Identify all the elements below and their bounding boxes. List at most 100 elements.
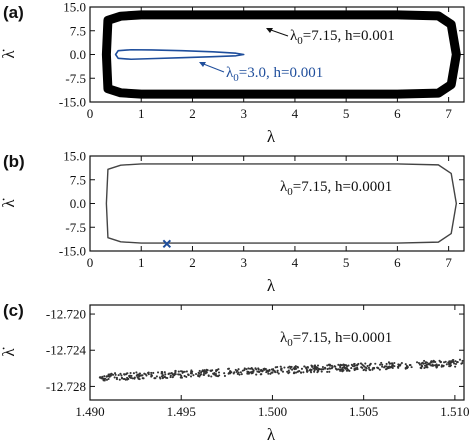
scatter-point: [337, 363, 340, 366]
scatter-point: [392, 364, 395, 367]
orbit-3-0: [114, 48, 245, 61]
y-tick-label: -15.0: [59, 95, 86, 110]
scatter-point: [207, 374, 210, 377]
scatter-point: [103, 379, 106, 382]
scatter-point: [144, 373, 147, 376]
scatter-point: [339, 363, 342, 366]
scatter-point: [299, 371, 302, 374]
scatter-point: [341, 369, 345, 372]
scatter-point: [131, 377, 134, 380]
scatter-point: [435, 365, 439, 369]
scatter-point: [167, 372, 170, 375]
scatter-point: [353, 364, 357, 367]
scatter-point: [310, 368, 313, 371]
scatter-point: [454, 360, 457, 363]
scatter-point: [121, 377, 124, 380]
scatter-point: [155, 375, 158, 378]
scatter-point: [189, 375, 193, 378]
x-tick-label: 2: [189, 255, 196, 270]
scatter-point: [292, 367, 295, 370]
x-axis-label: λ: [267, 276, 276, 295]
scatter-point: [357, 362, 360, 365]
scatter-point: [373, 366, 376, 370]
scatter-point: [215, 374, 218, 378]
panel-label: (b): [3, 152, 25, 171]
scatter-point: [173, 372, 176, 375]
scatter-point: [293, 371, 296, 374]
scatter-point: [425, 363, 428, 366]
scatter-point: [206, 369, 209, 372]
scatter-point: [456, 361, 459, 364]
scatter-point: [350, 363, 353, 366]
scatter-point: [232, 372, 235, 375]
scatter-point: [163, 371, 166, 374]
y-tick-label: -12.728: [46, 379, 86, 394]
scatter-point: [141, 377, 144, 380]
plot-area: [101, 10, 461, 99]
scatter-point: [239, 371, 242, 374]
y-tick-label: 7.5: [70, 23, 86, 38]
scatter-point: [132, 372, 135, 375]
scatter-point: [163, 375, 166, 378]
scatter-point: [451, 360, 454, 363]
scatter-point: [417, 361, 421, 365]
scatter-point: [150, 375, 153, 378]
arrowhead: [266, 28, 273, 33]
scatter-point: [356, 366, 359, 369]
y-tick-label: 0.0: [70, 47, 86, 62]
scatter-point: [243, 367, 246, 370]
x-tick-label: 7: [445, 106, 452, 121]
arrowhead: [199, 62, 206, 67]
plot-area: [105, 163, 458, 244]
scatter-point: [99, 376, 102, 379]
scatter-point: [432, 360, 435, 363]
x-tick-label: 7: [445, 255, 452, 270]
annotation-a-black: λ0=7.15, h=0.001: [290, 28, 395, 47]
scatter-point: [289, 367, 292, 370]
scatter-point: [367, 366, 370, 369]
scatter-point: [135, 374, 138, 377]
scatter-point: [391, 362, 394, 365]
scatter-point: [305, 367, 308, 370]
scatter-point: [339, 366, 342, 369]
scatter-point: [423, 364, 427, 367]
scatter-point: [269, 372, 272, 375]
scatter-point: [247, 372, 250, 375]
scatter-point: [251, 368, 254, 371]
y-tick-label: 15.0: [63, 149, 86, 164]
scatter-point: [187, 373, 190, 376]
scatter-point: [234, 368, 237, 371]
x-tick-label: 3: [240, 255, 247, 270]
scatter-point: [274, 366, 277, 369]
scatter-point: [123, 373, 126, 376]
scatter-point: [156, 371, 160, 374]
scatter-point: [223, 374, 226, 378]
scatter-point: [313, 369, 316, 372]
scatter-point: [296, 365, 299, 368]
scatter-point: [133, 376, 136, 379]
scatter-point: [198, 369, 201, 372]
scatter-point: [444, 360, 447, 363]
scatter-point: [321, 366, 324, 369]
scatter-point: [197, 374, 200, 377]
scatter-point: [214, 373, 217, 376]
panel-label: (c): [3, 301, 24, 320]
scatter-point: [119, 372, 122, 375]
scatter-point: [369, 363, 372, 366]
scatter-point: [397, 365, 400, 368]
scatter-point: [137, 375, 141, 378]
scatter-point: [281, 370, 285, 373]
scatter-point: [113, 376, 116, 379]
scatter-point: [164, 373, 167, 376]
scatter-point: [355, 364, 359, 367]
scatter-point: [171, 376, 174, 379]
scatter-point: [454, 365, 457, 368]
scatter-point: [313, 370, 316, 373]
scatter-point: [449, 361, 452, 364]
scatter-point: [362, 364, 365, 367]
scatter-point: [342, 366, 345, 369]
scatter-point: [418, 363, 421, 366]
scatter-point: [177, 373, 180, 376]
x-tick-label: 0: [87, 106, 94, 121]
scatter-point: [105, 378, 108, 381]
